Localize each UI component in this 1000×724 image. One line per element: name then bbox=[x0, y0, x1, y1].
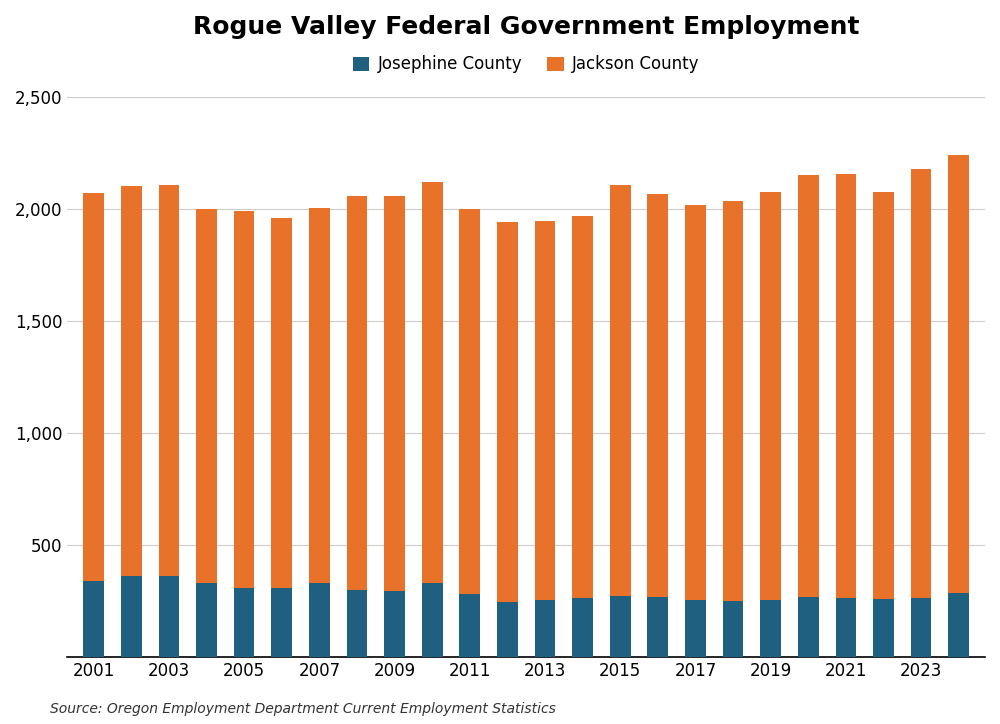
Bar bbox=[948, 155, 969, 593]
Bar bbox=[159, 576, 179, 657]
Bar bbox=[760, 192, 781, 600]
Bar bbox=[572, 216, 593, 598]
Bar bbox=[271, 218, 292, 588]
Bar bbox=[836, 598, 856, 657]
Bar bbox=[911, 598, 931, 657]
Bar bbox=[535, 221, 555, 600]
Bar bbox=[798, 597, 819, 657]
Bar bbox=[948, 593, 969, 657]
Bar bbox=[83, 193, 104, 581]
Bar bbox=[610, 596, 631, 657]
Bar bbox=[836, 174, 856, 598]
Bar bbox=[497, 602, 518, 657]
Bar bbox=[572, 598, 593, 657]
Bar bbox=[347, 196, 367, 590]
Bar bbox=[873, 599, 894, 657]
Bar bbox=[459, 594, 480, 657]
Bar bbox=[422, 583, 443, 657]
Bar bbox=[309, 208, 330, 583]
Bar bbox=[497, 222, 518, 602]
Title: Rogue Valley Federal Government Employment: Rogue Valley Federal Government Employme… bbox=[193, 15, 859, 39]
Bar bbox=[309, 583, 330, 657]
Bar bbox=[723, 601, 743, 657]
Bar bbox=[234, 211, 254, 588]
Bar bbox=[159, 185, 179, 576]
Bar bbox=[459, 209, 480, 594]
Bar bbox=[121, 186, 142, 576]
Bar bbox=[685, 206, 706, 600]
Bar bbox=[347, 590, 367, 657]
Bar bbox=[760, 600, 781, 657]
Bar bbox=[384, 591, 405, 657]
Bar bbox=[911, 169, 931, 598]
Bar bbox=[647, 597, 668, 657]
Bar bbox=[685, 600, 706, 657]
Bar bbox=[647, 194, 668, 597]
Bar bbox=[271, 588, 292, 657]
Bar bbox=[196, 583, 217, 657]
Bar bbox=[873, 192, 894, 599]
Bar bbox=[83, 581, 104, 657]
Bar bbox=[723, 201, 743, 601]
Bar bbox=[798, 175, 819, 597]
Text: Source: Oregon Employment Department Current Employment Statistics: Source: Oregon Employment Department Cur… bbox=[50, 702, 556, 716]
Bar bbox=[121, 576, 142, 657]
Bar bbox=[610, 185, 631, 596]
Bar bbox=[234, 588, 254, 657]
Bar bbox=[535, 600, 555, 657]
Bar bbox=[196, 209, 217, 583]
Bar bbox=[422, 182, 443, 583]
Bar bbox=[384, 196, 405, 591]
Legend: Josephine County, Jackson County: Josephine County, Jackson County bbox=[346, 49, 706, 80]
